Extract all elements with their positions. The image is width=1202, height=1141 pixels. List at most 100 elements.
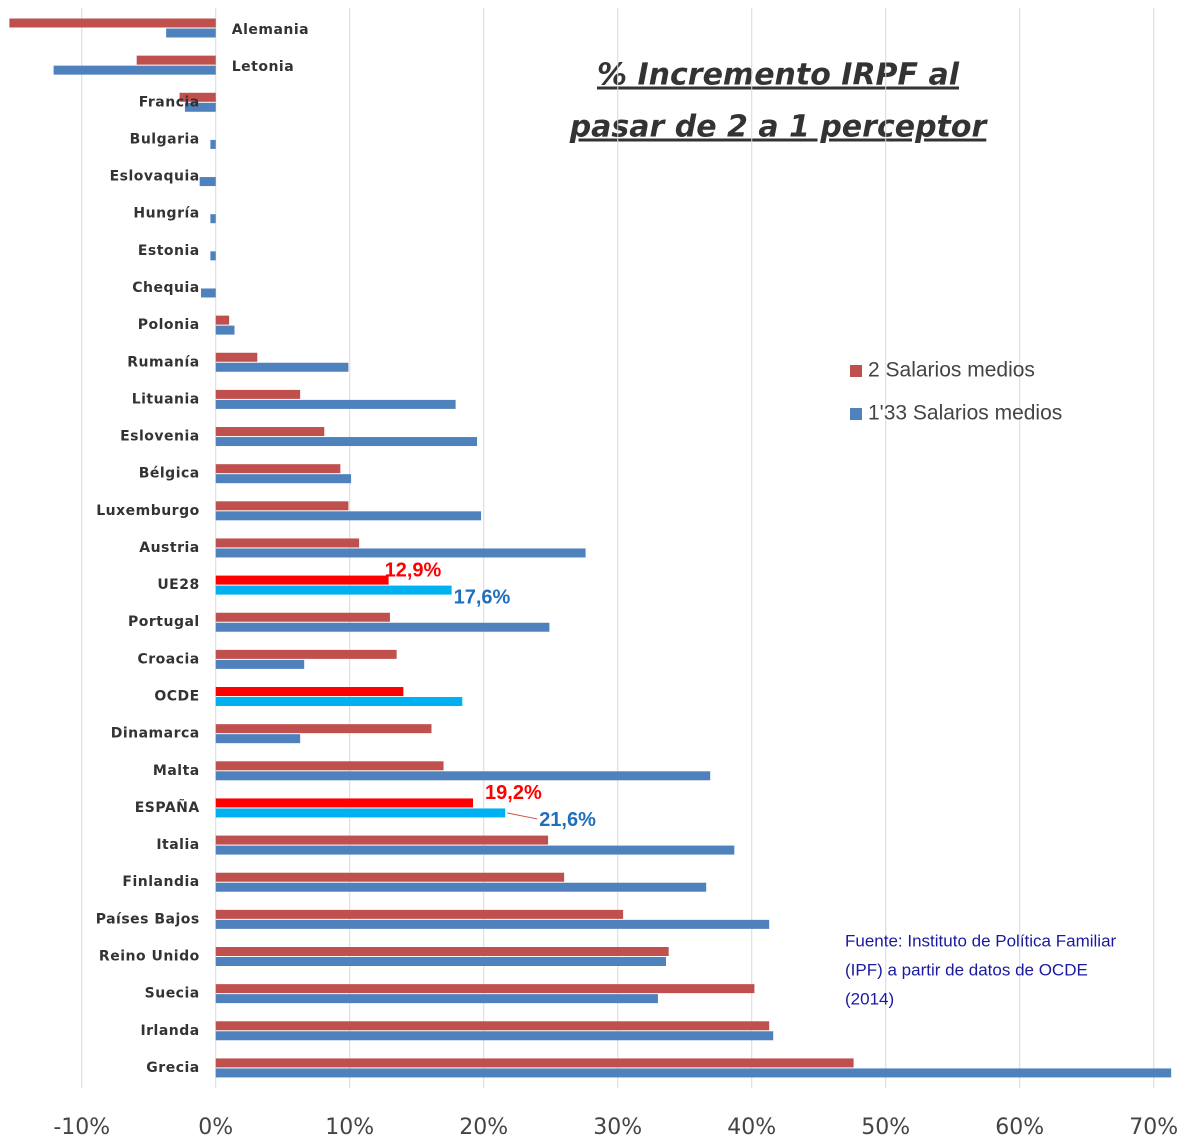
legend-swatch	[850, 408, 862, 420]
category-label: Países Bajos	[96, 911, 200, 927]
bar	[215, 771, 711, 781]
category-label: Estonia	[138, 243, 200, 259]
category-label: Chequia	[132, 280, 199, 296]
category-label: Italia	[156, 837, 199, 853]
bar	[215, 761, 444, 771]
bar	[215, 734, 301, 744]
bar	[215, 437, 478, 447]
bar	[215, 687, 404, 697]
bar	[215, 464, 341, 474]
source-note: (2014)	[845, 989, 894, 1008]
category-label: ESPAÑA	[135, 799, 200, 816]
bar	[215, 612, 390, 622]
bar	[210, 251, 216, 261]
category-label: Francia	[139, 94, 200, 110]
bar	[53, 65, 216, 75]
category-label: Reino Unido	[99, 949, 200, 965]
bar	[179, 92, 216, 102]
bar	[215, 697, 463, 707]
category-label: Finlandia	[122, 874, 199, 890]
bar	[215, 947, 669, 956]
data-label: 12,9%	[385, 559, 442, 581]
legend-label: 2 Salarios medios	[868, 359, 1035, 382]
bar	[201, 288, 216, 298]
leader-line	[507, 812, 538, 820]
category-label: Letonia	[232, 59, 294, 75]
x-tick-label: 10%	[325, 1115, 374, 1140]
bar	[215, 808, 506, 818]
legend-label: 1'33 Salarios medios	[868, 402, 1062, 425]
data-label: 19,2%	[485, 782, 542, 804]
legend-swatch	[850, 365, 862, 377]
bar	[215, 575, 389, 585]
x-tick-label: 20%	[459, 1115, 508, 1140]
bar	[215, 649, 397, 659]
category-label: Alemania	[232, 22, 309, 38]
bar	[215, 585, 452, 595]
bar	[215, 474, 352, 484]
bar	[215, 984, 755, 994]
bar	[215, 538, 360, 548]
category-label: Malta	[153, 763, 200, 779]
x-tick-label: 70%	[1129, 1115, 1178, 1140]
bar	[215, 325, 235, 335]
bar	[215, 427, 325, 437]
bar	[9, 18, 216, 28]
bar	[215, 1021, 770, 1031]
data-label: 21,6%	[539, 809, 596, 831]
category-label: Eslovenia	[120, 429, 200, 445]
chart-title: % Incremento IRPF al	[597, 58, 960, 93]
data-label: 17,6%	[454, 586, 511, 608]
bar	[215, 994, 658, 1004]
category-label: Hungría	[133, 206, 199, 222]
category-label: Bélgica	[139, 466, 200, 482]
x-tick-label: 0%	[198, 1115, 233, 1140]
category-label: UE28	[157, 577, 199, 593]
bar	[215, 1058, 854, 1068]
bar	[215, 1068, 1172, 1078]
bar	[215, 389, 301, 399]
bar	[215, 315, 230, 325]
bar	[215, 957, 666, 966]
x-tick-label: 60%	[995, 1115, 1044, 1140]
bar	[210, 214, 216, 224]
bar	[166, 28, 216, 38]
category-label: Irlanda	[140, 1023, 199, 1039]
category-label: Polonia	[138, 317, 200, 333]
bar	[215, 399, 456, 409]
category-label: Grecia	[146, 1060, 199, 1076]
category-label: Bulgaria	[130, 131, 200, 147]
category-label: Austria	[139, 540, 199, 556]
source-note: Fuente: Instituto de Política Familiar	[845, 931, 1117, 950]
category-label: Suecia	[145, 986, 200, 1002]
bar	[215, 872, 565, 882]
x-tick-label: 30%	[593, 1115, 642, 1140]
bar	[215, 835, 549, 845]
category-label: Eslovaquia	[110, 169, 200, 185]
bar	[215, 1031, 774, 1041]
source-note: (IPF) a partir de datos de OCDE	[845, 960, 1088, 979]
bar	[215, 352, 258, 362]
bar	[215, 919, 770, 929]
bar	[215, 501, 349, 511]
bar	[215, 622, 550, 632]
category-label: Croacia	[137, 651, 199, 667]
category-label: Rumanía	[127, 354, 200, 370]
bar	[215, 659, 305, 669]
bar	[136, 55, 216, 65]
bar	[215, 909, 624, 919]
bar	[215, 511, 482, 521]
bar	[215, 882, 707, 892]
chart-title: pasar de 2 a 1 perceptor	[569, 110, 989, 145]
category-label: Portugal	[128, 614, 200, 630]
bar	[215, 548, 586, 558]
x-tick-label: 50%	[861, 1115, 910, 1140]
x-tick-label: -10%	[53, 1115, 110, 1140]
category-label: Luxemburgo	[96, 503, 200, 519]
bar	[215, 362, 349, 372]
bar	[199, 177, 216, 187]
bar	[215, 798, 474, 808]
x-tick-label: 40%	[727, 1115, 776, 1140]
category-label: Lituania	[132, 391, 200, 407]
